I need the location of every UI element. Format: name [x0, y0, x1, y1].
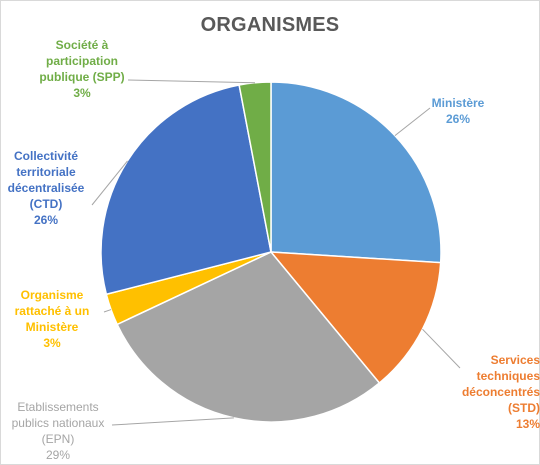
slice-percent: 13%	[515, 417, 540, 431]
slice-percent: 26%	[445, 112, 471, 126]
slice-name-line: déconcentrés	[461, 385, 540, 399]
pie-slice-epn	[116, 251, 381, 423]
slice-name-line: Ministère	[431, 96, 485, 110]
leader-line-epn	[111, 417, 234, 426]
label-std: Services techniques déconcentrés (STD) 13%	[444, 352, 540, 432]
leader-line-spp	[127, 79, 256, 84]
slice-name-line: publics nationaux	[11, 416, 105, 430]
slice-name-line: (EPN)	[41, 432, 75, 446]
leader-line-ctd	[91, 160, 128, 206]
slice-name-line: participation	[45, 54, 118, 68]
label-ctd: Collectivité territoriale décentralisée (CT…	[4, 148, 88, 228]
slice-name-line: décentralisée	[7, 181, 85, 195]
slice-percent: 29%	[45, 448, 71, 462]
leader-line-organisme-rattache	[103, 309, 112, 313]
leader-line-std	[422, 328, 461, 369]
leader-line-ministere	[394, 107, 431, 137]
slice-name-line: (CTD)	[29, 197, 63, 211]
slice-name-line: Société à	[55, 38, 109, 52]
label-spp: Société à participation publique (SPP) 3%	[24, 37, 140, 101]
slice-name-line: techniques	[476, 369, 540, 383]
slice-name-line: Etablissements	[17, 400, 99, 414]
slice-percent: 3%	[73, 86, 91, 100]
slice-name-line: rattaché à un	[14, 304, 90, 318]
slice-name-line: publique (SPP)	[39, 70, 125, 84]
slice-name-line: territoriale	[16, 165, 76, 179]
pie-slice-ctd	[100, 84, 272, 296]
label-epn: Etablissements publics nationaux (EPN) 29%	[4, 399, 112, 463]
slice-percent: 3%	[43, 336, 61, 350]
pie-slice-std	[269, 251, 442, 385]
slice-name-line: Ministère	[25, 320, 79, 334]
label-ministere: Ministère 26%	[408, 95, 508, 127]
slice-percent: 26%	[33, 213, 59, 227]
slice-name-line: Collectivité	[13, 149, 79, 163]
slice-name-line: (STD)	[508, 401, 540, 415]
slice-name-line: Services	[490, 353, 540, 367]
label-organisme-rattache: Organisme rattaché à un Ministère 3%	[2, 287, 102, 351]
slice-name-line: Organisme	[20, 288, 84, 302]
chart-title: ORGANISMES	[200, 14, 340, 36]
